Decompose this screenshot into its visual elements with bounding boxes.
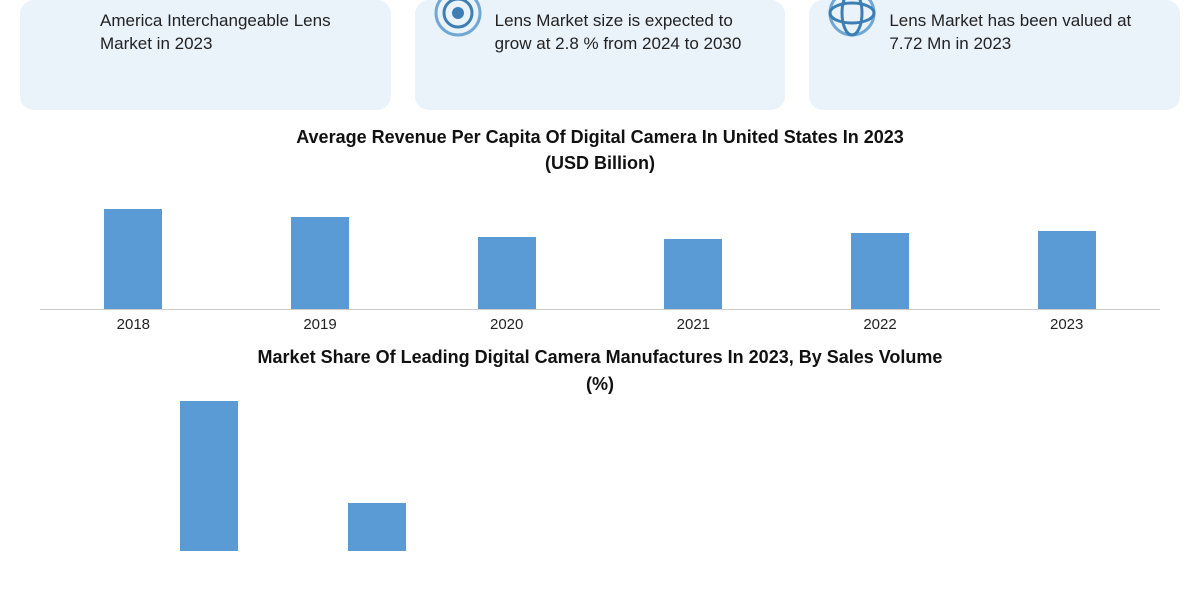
chart1-x-label: 2022 <box>787 316 974 333</box>
chart1-x-label: 2019 <box>227 316 414 333</box>
chart1-bar <box>1038 231 1096 309</box>
chart1-bar <box>104 209 162 309</box>
info-card-valuation: Lens Market has been valued at 7.72 Mn i… <box>809 0 1180 110</box>
card-text: America Interchangeable Lens Market in 2… <box>100 10 373 56</box>
info-card-growth: Lens Market size is expected to grow at … <box>415 0 786 110</box>
chart2-bar <box>180 401 238 551</box>
chart1-bar-col <box>787 233 974 309</box>
chart1-x-label: 2018 <box>40 316 227 333</box>
chart2-subtitle: (%) <box>0 374 1200 395</box>
card-text: Lens Market has been valued at 7.72 Mn i… <box>889 10 1162 56</box>
globe-icon <box>827 0 877 38</box>
market-share-chart <box>40 401 1160 556</box>
chart1-bar-col <box>40 209 227 309</box>
chart1-title: Average Revenue Per Capita Of Digital Ca… <box>0 126 1200 149</box>
card-text: Lens Market size is expected to grow at … <box>495 10 768 56</box>
chart2-title: Market Share Of Leading Digital Camera M… <box>0 346 1200 369</box>
chart1-bar-col <box>413 237 600 309</box>
chart1-bar-col <box>600 239 787 309</box>
chart1-bar <box>478 237 536 309</box>
chart1-bar-col <box>973 231 1160 309</box>
chart1-bar <box>291 217 349 309</box>
chart1-bar <box>851 233 909 309</box>
chart1-bar <box>664 239 722 309</box>
chart1-x-label: 2021 <box>600 316 787 333</box>
chart1-subtitle: (USD Billion) <box>0 153 1200 174</box>
chart2-bar <box>348 503 406 551</box>
chart1-x-label: 2020 <box>413 316 600 333</box>
info-card-row: America Interchangeable Lens Market in 2… <box>0 0 1200 120</box>
revenue-per-capita-chart: 201820192020202120222023 <box>40 180 1160 340</box>
chart1-x-label: 2023 <box>973 316 1160 333</box>
chart1-bar-col <box>227 217 414 309</box>
info-card-market-2023: America Interchangeable Lens Market in 2… <box>20 0 391 110</box>
target-icon <box>433 0 483 38</box>
